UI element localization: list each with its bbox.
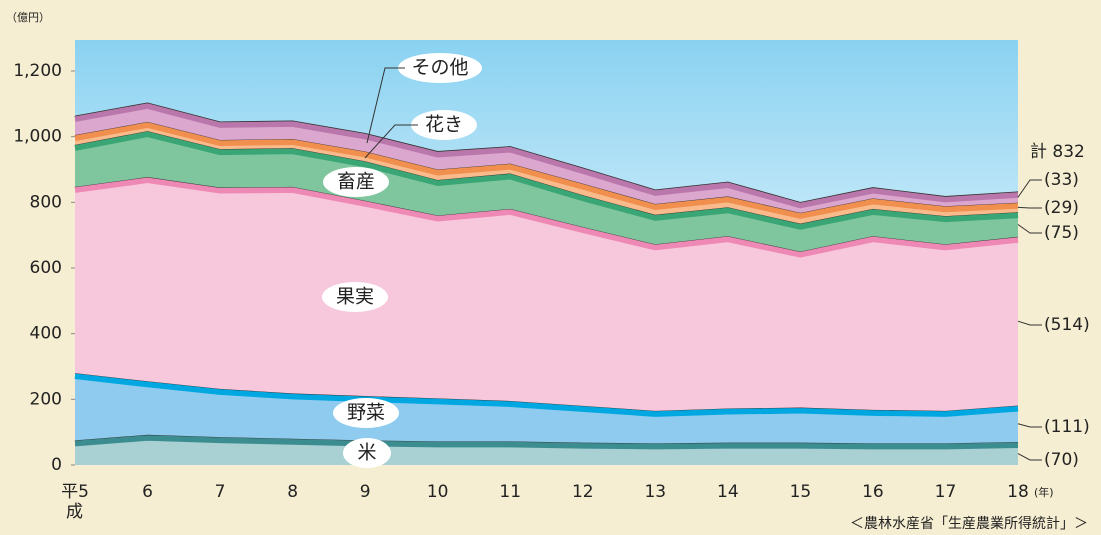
value-label: (70) [1044,450,1079,470]
chart: （億円） (年) ＜農林水産省「生産農業所得統計」＞ 計 832 0 200 400… [0,0,1101,535]
series-label: 果実 [336,286,374,308]
x-tick-label: 12 [572,482,594,502]
x-tick-label: 10 [427,482,449,502]
x-tick-label: 11 [499,482,521,502]
leader-line [1018,454,1042,460]
value-label: (29) [1044,198,1079,218]
value-label: (514) [1044,315,1090,335]
series-label: 米 [357,442,376,464]
x-tick-label: 8 [287,482,298,502]
x-tick-label: 7 [215,482,226,502]
x-tick-label: 平5 [61,482,89,502]
value-label: (111) [1044,417,1090,437]
leader-line [1018,424,1042,427]
x-tick-label: 18 [1007,482,1029,502]
leader-line [1018,321,1042,325]
series-label: 畜産 [337,171,375,193]
x-tick-label: 16 [862,482,884,502]
y-tick-label: 600 [30,258,62,278]
series-label: 花き [425,114,463,136]
x-tick-label: 15 [790,482,812,502]
y-tick-label: 800 [30,192,62,212]
x-tick-label: 13 [644,482,666,502]
y-tick-label: 1,200 [13,61,62,81]
x-tick-label: 9 [360,482,371,502]
y-tick-label: 200 [30,389,62,409]
y-tick-label: 1,000 [13,127,62,147]
source: ＜農林水産省「生産農業所得統計」＞ [850,515,1088,532]
leader-line [1018,180,1042,197]
total-label: 計 832 [1030,142,1085,162]
series-label: その他 [411,57,468,79]
leader-line [1018,207,1042,208]
leader-line [1018,224,1042,233]
x-era: 成 [66,502,83,522]
x-tick-label: 14 [717,482,739,502]
x-unit: (年) [1034,485,1054,499]
value-label: (33) [1044,170,1079,190]
y-tick-label: 0 [51,455,62,475]
x-tick-label: 6 [142,482,153,502]
y-tick-label: 400 [30,324,62,344]
y-unit: （億円） [6,11,50,24]
x-tick-label: 17 [935,482,957,502]
value-label: (75) [1044,223,1079,243]
series-label: 野菜 [347,402,385,424]
